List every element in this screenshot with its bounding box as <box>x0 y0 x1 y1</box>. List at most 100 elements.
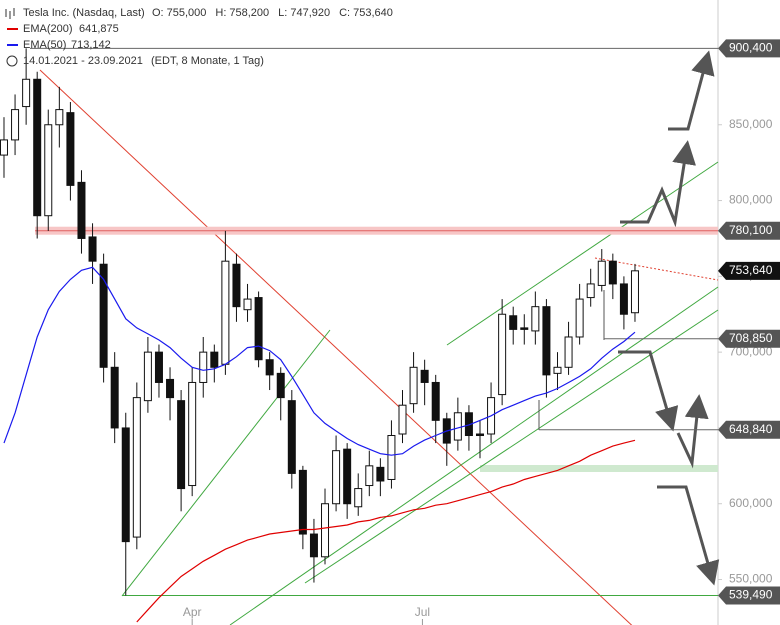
candle-body <box>630 270 639 314</box>
y-tick-label: 550,000 <box>729 572 773 586</box>
level-label: 780,100 <box>729 223 773 237</box>
candle-body <box>531 306 540 332</box>
candle-body <box>321 503 330 558</box>
subtitle: (EDT, 8 Monate, 1 Tag) <box>151 55 264 67</box>
trend-line <box>121 329 331 597</box>
candle-body <box>586 283 595 299</box>
candle-body <box>619 283 628 315</box>
candle-body <box>132 397 141 538</box>
y-tick-label: 700,000 <box>729 344 773 358</box>
candle-body <box>464 412 473 437</box>
level-label-box <box>718 329 780 348</box>
candle-body <box>88 236 97 262</box>
candle-body <box>520 327 529 330</box>
arrow <box>620 140 696 228</box>
candle-body <box>564 336 573 368</box>
trend-line <box>446 161 719 346</box>
arrow <box>668 50 715 131</box>
candle-body <box>243 298 252 311</box>
plot <box>0 47 718 623</box>
arrow <box>657 485 720 586</box>
candle-body <box>387 435 396 480</box>
quote-value: 755,000 <box>167 7 207 19</box>
candle-body <box>597 260 606 286</box>
ema-line <box>136 439 636 623</box>
clock-icon <box>6 55 18 67</box>
trend-line <box>304 309 719 584</box>
candle-body <box>188 381 197 487</box>
arrow <box>676 394 709 469</box>
candle-body <box>453 412 462 441</box>
candle-body <box>99 263 108 368</box>
quote-name: L: <box>278 7 287 19</box>
legend-value: 713,142 <box>71 39 111 51</box>
candle-body <box>44 124 53 217</box>
level-label: 708,850 <box>729 331 773 345</box>
last-price-label-box <box>718 261 780 280</box>
candle-body <box>121 427 130 543</box>
candle-body <box>110 366 119 429</box>
candle-body <box>354 488 363 508</box>
trend-line <box>39 69 633 625</box>
candle-body <box>608 260 617 285</box>
legend-label: EMA(200) <box>23 23 73 35</box>
candle-body <box>55 109 64 126</box>
candle-body <box>221 260 230 365</box>
candle-body <box>143 351 152 402</box>
candle-body <box>199 351 208 383</box>
level-label: 539,490 <box>729 588 773 602</box>
candle-body <box>77 181 86 239</box>
candle-body <box>298 469 307 535</box>
candle-body <box>154 351 163 383</box>
support-band <box>480 465 718 472</box>
legend: Tesla Inc. (Nasdaq, Last) EMA(200) 641,8… <box>23 7 264 67</box>
candle-body <box>409 366 418 405</box>
candle-body <box>166 378 175 399</box>
scenario-arrows <box>618 50 720 586</box>
candle-body <box>33 78 42 217</box>
candle-body <box>11 109 20 141</box>
ema-line <box>3 266 636 456</box>
trend-line <box>229 286 719 625</box>
candle-body <box>475 433 484 437</box>
candle-body <box>431 381 440 421</box>
candle-body <box>0 139 8 156</box>
candle-body <box>498 313 507 396</box>
title: Tesla Inc. (Nasdaq, Last) <box>23 7 145 19</box>
quote-name: O: <box>152 7 164 19</box>
quote-value: 758,200 <box>229 7 269 19</box>
candle-body <box>575 298 584 338</box>
candle-body <box>332 450 341 505</box>
candle-body <box>66 112 75 186</box>
quote-value: 747,920 <box>290 7 330 19</box>
candle-body <box>210 351 219 368</box>
level-label: 648,840 <box>729 422 773 436</box>
candle-body <box>376 466 385 482</box>
x-tick-label: Apr <box>183 605 202 619</box>
last-price-label: 753,640 <box>729 263 773 277</box>
candle-body <box>420 369 429 383</box>
quote-name: H: <box>215 7 226 19</box>
x-tick-label: Jul <box>415 605 430 619</box>
date-range: 14.01.2021 - 23.09.2021 <box>23 55 143 67</box>
level-label-box <box>718 221 780 240</box>
arrow <box>618 350 679 432</box>
candle-body <box>177 400 186 490</box>
candle-body <box>22 78 31 108</box>
y-tick-label: 850,000 <box>729 117 773 131</box>
level-label-box <box>718 586 780 605</box>
level-label: 900,400 <box>729 41 773 55</box>
annotations <box>5 0 720 625</box>
quote-value: 753,640 <box>353 7 393 19</box>
legend-label: EMA(50) <box>23 39 66 51</box>
candle-body <box>398 404 407 435</box>
candle-body <box>365 465 374 487</box>
candle-body <box>287 400 296 474</box>
chart-icon <box>5 8 15 19</box>
candle-body <box>509 315 518 330</box>
candle-body <box>265 359 274 376</box>
candle-body <box>254 297 263 361</box>
candle-body <box>542 306 551 376</box>
